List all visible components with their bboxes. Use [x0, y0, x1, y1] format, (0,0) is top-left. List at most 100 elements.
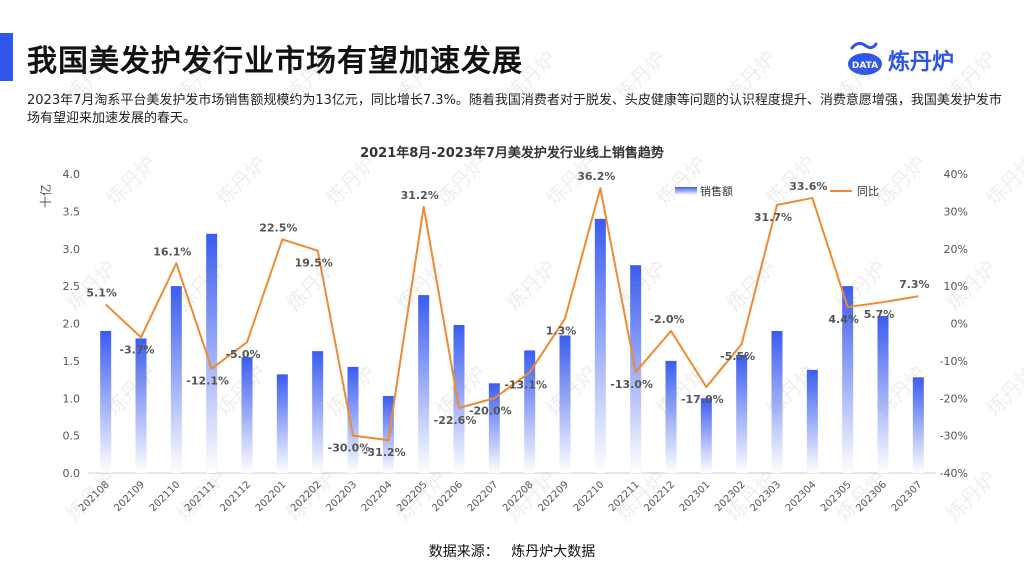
- y-left-tick-label: 1.0: [63, 392, 81, 405]
- bar: [453, 324, 465, 473]
- x-tick-label: 202204: [360, 479, 395, 514]
- x-tick-label: 202205: [395, 479, 430, 514]
- bar: [700, 398, 712, 473]
- y-right-tick-label: 10%: [944, 280, 968, 293]
- line-data-label: 31.2%: [401, 189, 439, 202]
- description-text: 2023年7月淘系平台美发护发市场销售额规模约为13亿元，同比增长7.3%。随着…: [27, 93, 1002, 126]
- line-data-label: 33.6%: [789, 180, 827, 193]
- brand-logo: DATA 炼丹炉: [846, 38, 996, 82]
- bar: [594, 218, 606, 473]
- bar: [276, 374, 288, 473]
- bar: [100, 330, 112, 473]
- bar-series: [100, 218, 924, 473]
- y-right-tick-label: 30%: [944, 205, 968, 218]
- x-tick-label: 202301: [678, 479, 713, 514]
- logo-icon: DATA: [848, 41, 882, 75]
- chart-title: 2021年8月-2023年7月美发护发行业线上销售趋势: [360, 145, 664, 161]
- source-label: 数据来源：: [428, 544, 499, 560]
- x-tick-label: 202305: [819, 479, 854, 514]
- legend-bar-swatch: [675, 187, 697, 195]
- y-right-tick-label: -10%: [940, 355, 968, 368]
- legend: 销售额 同比: [675, 184, 879, 198]
- line-data-label: -30.0%: [328, 442, 371, 455]
- x-tick-label: 202203: [324, 479, 359, 514]
- line-data-label: -5.0%: [225, 348, 260, 361]
- logo-badge-text: DATA: [852, 61, 878, 71]
- line-data-label: -13.0%: [610, 378, 653, 391]
- line-data-label: 31.7%: [754, 211, 792, 224]
- yoy-line: [104, 187, 919, 442]
- line-data-label: -31.2%: [363, 446, 406, 459]
- y-left-tick-label: 3.5: [63, 205, 81, 218]
- x-tick-label: 202211: [607, 479, 642, 514]
- line-data-label: -20.0%: [469, 404, 512, 417]
- line-data-label: -5.5%: [720, 350, 755, 363]
- bar: [771, 330, 783, 473]
- bar: [488, 383, 500, 473]
- y-left-tick-label: 1.5: [63, 355, 81, 368]
- data-labels: 5.1% -3.7% 16.1% -12.1% -5.0% 22.5% 19.5% -30.0…: [86, 170, 929, 459]
- bar: [347, 366, 359, 473]
- y-left-tick-label: 0.5: [63, 430, 81, 443]
- bar: [524, 350, 536, 473]
- x-tick-label: 202210: [572, 479, 607, 514]
- line-data-label: -22.6%: [434, 414, 477, 427]
- x-tick-label: 202110: [148, 479, 183, 514]
- x-tick-label: 202212: [642, 479, 677, 514]
- x-tick-label: 202201: [254, 479, 289, 514]
- bar: [559, 335, 571, 473]
- legend-line-label: 同比: [857, 185, 879, 198]
- y-left-tick-label: 3.0: [63, 243, 81, 256]
- line-data-label: 16.1%: [153, 245, 191, 258]
- x-tick-label: 202207: [466, 479, 501, 514]
- legend-bar-label: 销售额: [700, 184, 733, 198]
- line-data-label: 22.5%: [259, 221, 297, 234]
- bar: [206, 233, 218, 473]
- line-series: [104, 187, 919, 442]
- source-value: 炼丹炉大数据: [511, 544, 596, 560]
- bar: [241, 357, 253, 473]
- y-left-tick-label: 2.5: [63, 280, 81, 293]
- line-data-label: 4.4%: [828, 313, 859, 326]
- line-data-label: 5.7%: [864, 308, 895, 321]
- bar: [135, 338, 147, 473]
- bar: [312, 351, 324, 473]
- x-tick-label: 202112: [218, 479, 253, 514]
- x-tick-label: 202109: [112, 479, 147, 514]
- bar: [806, 369, 818, 473]
- y-left-tick-label: 4.0: [63, 168, 81, 181]
- bar: [665, 360, 677, 473]
- y-right-tick-label: -20%: [940, 392, 968, 405]
- y-left-tick-label: 2.0: [63, 318, 81, 331]
- axes: 0.0 0.5 1.0 1.5 2.0 2.5 3.0 3.5 4.0 -40% -30% -20% -…: [63, 168, 969, 514]
- x-tick-label: 202306: [854, 479, 889, 514]
- x-tick-label: 202206: [430, 479, 465, 514]
- x-tick-label: 202307: [890, 479, 925, 514]
- line-data-label: 7.3%: [899, 278, 930, 291]
- y-right-tick-label: 20%: [944, 243, 968, 256]
- bar: [842, 286, 854, 473]
- logo-text: 炼丹炉: [888, 50, 955, 75]
- y-axis-left-label: 十亿: [38, 184, 53, 208]
- line-data-label: 19.5%: [295, 257, 333, 270]
- x-tick-label: 202111: [183, 479, 218, 514]
- x-tick-label: 202304: [784, 479, 819, 514]
- title-accent-bar: [0, 33, 13, 81]
- y-right-tick-label: -40%: [940, 467, 968, 480]
- line-data-label: -17.0%: [681, 393, 724, 406]
- x-tick-label: 202208: [501, 479, 536, 514]
- page-title: 我国美发护发行业市场有望加速发展: [27, 44, 523, 79]
- line-data-label: 1.3%: [546, 325, 577, 338]
- bar: [418, 295, 430, 473]
- x-tick-label: 202209: [536, 479, 571, 514]
- bar: [912, 377, 924, 473]
- line-data-label: 5.1%: [86, 286, 117, 299]
- x-tick-label: 202202: [289, 479, 324, 514]
- line-data-label: -12.1%: [186, 375, 229, 388]
- x-tick-label: 202108: [77, 479, 112, 514]
- line-data-label: 36.2%: [577, 170, 615, 183]
- line-data-label: -2.0%: [649, 313, 684, 326]
- y-left-tick-label: 0.0: [63, 467, 81, 480]
- bar: [736, 354, 748, 473]
